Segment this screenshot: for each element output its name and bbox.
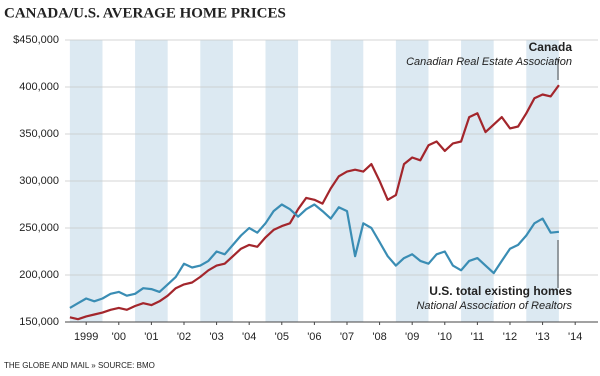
x-tick-label: '11 bbox=[471, 331, 485, 343]
x-tick-label: 1999 bbox=[74, 331, 98, 343]
x-tick-label: '00 bbox=[112, 331, 126, 343]
footer: THE GLOBE AND MAIL » SOURCE: BMO bbox=[4, 361, 155, 370]
series-line bbox=[69, 203, 560, 309]
lines bbox=[69, 84, 560, 321]
x-tick-label: '13 bbox=[535, 331, 549, 343]
series-source: Canadian Real Estate Association bbox=[406, 56, 572, 68]
x-tick-label: '10 bbox=[438, 331, 452, 343]
y-tick-label: 350,000 bbox=[19, 128, 59, 140]
y-tick-label: 150,000 bbox=[19, 316, 59, 328]
grid bbox=[65, 39, 598, 325]
x-tick-label: '05 bbox=[275, 331, 289, 343]
x-tick-label: '07 bbox=[340, 331, 354, 343]
x-tick-label: '09 bbox=[405, 331, 419, 343]
chart-title: CANADA/U.S. AVERAGE HOME PRICES bbox=[4, 5, 286, 21]
y-tick-label: 200,000 bbox=[19, 269, 59, 281]
y-tick-label: 400,000 bbox=[19, 81, 59, 93]
x-tick-label: '04 bbox=[242, 331, 256, 343]
x-tick-label: '02 bbox=[177, 331, 191, 343]
x-tick-label: '03 bbox=[209, 331, 223, 343]
series-label: U.S. total existing homes bbox=[429, 284, 572, 298]
series-source: National Association of Realtors bbox=[416, 300, 572, 312]
x-tick-label: '06 bbox=[307, 331, 321, 343]
y-tick-label: $450,000 bbox=[13, 34, 59, 46]
y-tick-label: 300,000 bbox=[19, 175, 59, 187]
series-line bbox=[69, 84, 560, 321]
x-tick-label: '14 bbox=[568, 331, 582, 343]
y-tick-label: 250,000 bbox=[19, 222, 59, 234]
series-label: Canada bbox=[529, 40, 573, 54]
x-tick-label: '12 bbox=[503, 331, 517, 343]
x-tick-label: '01 bbox=[144, 331, 158, 343]
x-tick-label: '08 bbox=[372, 331, 386, 343]
